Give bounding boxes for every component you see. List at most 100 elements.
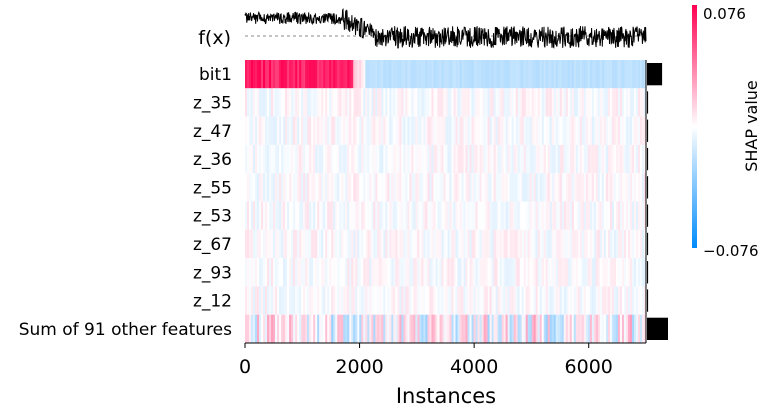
heatmap-cell — [353, 201, 356, 230]
heatmap-cell — [289, 201, 292, 230]
heatmap-cell — [407, 201, 410, 230]
heatmap-cell — [607, 116, 611, 145]
heatmap-cell — [293, 201, 296, 230]
heatmap-cell — [397, 229, 400, 259]
heatmap-cell — [637, 116, 641, 145]
heatmap-cell — [357, 314, 360, 343]
heatmap-cell — [563, 116, 567, 145]
heatmap-cell — [569, 286, 573, 315]
heatmap-cell — [363, 258, 366, 287]
heatmap-cell — [299, 144, 302, 174]
heatmap-cell — [515, 201, 519, 230]
heatmap-cell — [413, 201, 416, 230]
heatmap-cell — [449, 88, 452, 117]
heatmap-cell — [511, 286, 515, 315]
heatmap-cell — [255, 314, 258, 343]
heatmap-cell — [443, 60, 446, 89]
heatmap-cell — [527, 144, 531, 174]
heatmap-cell — [567, 88, 571, 117]
heatmap-cell — [644, 201, 647, 230]
heatmap-cell — [371, 201, 374, 230]
heatmap-cell — [337, 258, 340, 287]
heatmap-cell — [301, 144, 304, 174]
heatmap-cell — [319, 144, 322, 174]
heatmap-cell — [261, 88, 264, 117]
heatmap-cell — [555, 201, 559, 230]
heatmap-cell — [401, 229, 404, 259]
heatmap-cell — [471, 258, 474, 287]
heatmap-cell — [535, 286, 539, 315]
heatmap-cell — [563, 88, 567, 117]
heatmap-cell — [295, 144, 298, 174]
heatmap-cell — [405, 88, 408, 117]
heatmap-cell — [635, 201, 639, 230]
heatmap-cell — [613, 314, 617, 343]
heatmap-cell — [539, 144, 543, 174]
heatmap-cell — [401, 60, 404, 89]
heatmap-cell — [601, 88, 605, 117]
heatmap-cell — [495, 229, 499, 259]
heatmap-cell — [245, 201, 248, 230]
heatmap-cell — [615, 88, 619, 117]
heatmap-cell — [493, 258, 497, 287]
heatmap-cell — [413, 173, 416, 202]
heatmap-cell — [613, 144, 617, 174]
heatmap-cell — [429, 116, 432, 145]
heatmap-cell — [597, 229, 601, 259]
heatmap-cell — [539, 201, 543, 230]
heatmap-cell — [247, 201, 250, 230]
heatmap-cell — [327, 144, 330, 174]
heatmap-cell — [493, 201, 497, 230]
heatmap-cell — [453, 173, 456, 202]
heatmap-cell — [475, 88, 478, 117]
heatmap-cell — [627, 286, 631, 315]
heatmap-cell — [379, 201, 382, 230]
heatmap-cell — [375, 173, 378, 202]
heatmap-cell — [563, 144, 567, 174]
heatmap-cell — [293, 144, 296, 174]
heatmap-cell — [615, 173, 619, 202]
heatmap-cell — [567, 314, 571, 343]
heatmap-cell — [597, 314, 601, 343]
heatmap-cell — [579, 314, 583, 343]
heatmap-cell — [269, 173, 272, 202]
heatmap-cell — [595, 60, 599, 89]
heatmap-cell — [247, 314, 250, 343]
heatmap-row-z_35 — [245, 88, 647, 117]
heatmap-cell — [393, 60, 396, 89]
heatmap-cell — [419, 286, 422, 315]
heatmap-cell — [477, 88, 480, 117]
heatmap-cell — [487, 314, 491, 343]
heatmap-cell — [469, 144, 472, 174]
heatmap-cell — [553, 116, 557, 145]
heatmap-cell — [453, 88, 456, 117]
heatmap-cell — [315, 116, 318, 145]
heatmap-cell — [305, 60, 308, 89]
heatmap-cell — [315, 258, 318, 287]
heatmap-cell — [311, 258, 314, 287]
heatmap-cell — [579, 88, 583, 117]
heatmap-cell — [573, 173, 577, 202]
heatmap-cell — [549, 314, 553, 343]
heatmap-cell — [539, 258, 543, 287]
heatmap-cell — [307, 116, 310, 145]
heatmap-cell — [589, 173, 593, 202]
heatmap-cell — [341, 258, 344, 287]
heatmap-cell — [615, 314, 619, 343]
heatmap-cell — [301, 314, 304, 343]
heatmap-cell — [293, 258, 296, 287]
heatmap-cell — [499, 201, 503, 230]
heatmap-cell — [561, 314, 565, 343]
heatmap-cell — [477, 286, 480, 315]
heatmap-cell — [303, 286, 306, 315]
heatmap-cell — [287, 201, 290, 230]
heatmap-cell — [313, 88, 316, 117]
heatmap-cell — [443, 88, 446, 117]
heatmap-cell — [379, 144, 382, 174]
heatmap-cell — [639, 258, 643, 287]
heatmap-cell — [379, 173, 382, 202]
heatmap-cell — [267, 60, 270, 89]
heatmap-cell — [425, 201, 428, 230]
heatmap-cell — [393, 258, 396, 287]
heatmap-cell — [639, 286, 643, 315]
